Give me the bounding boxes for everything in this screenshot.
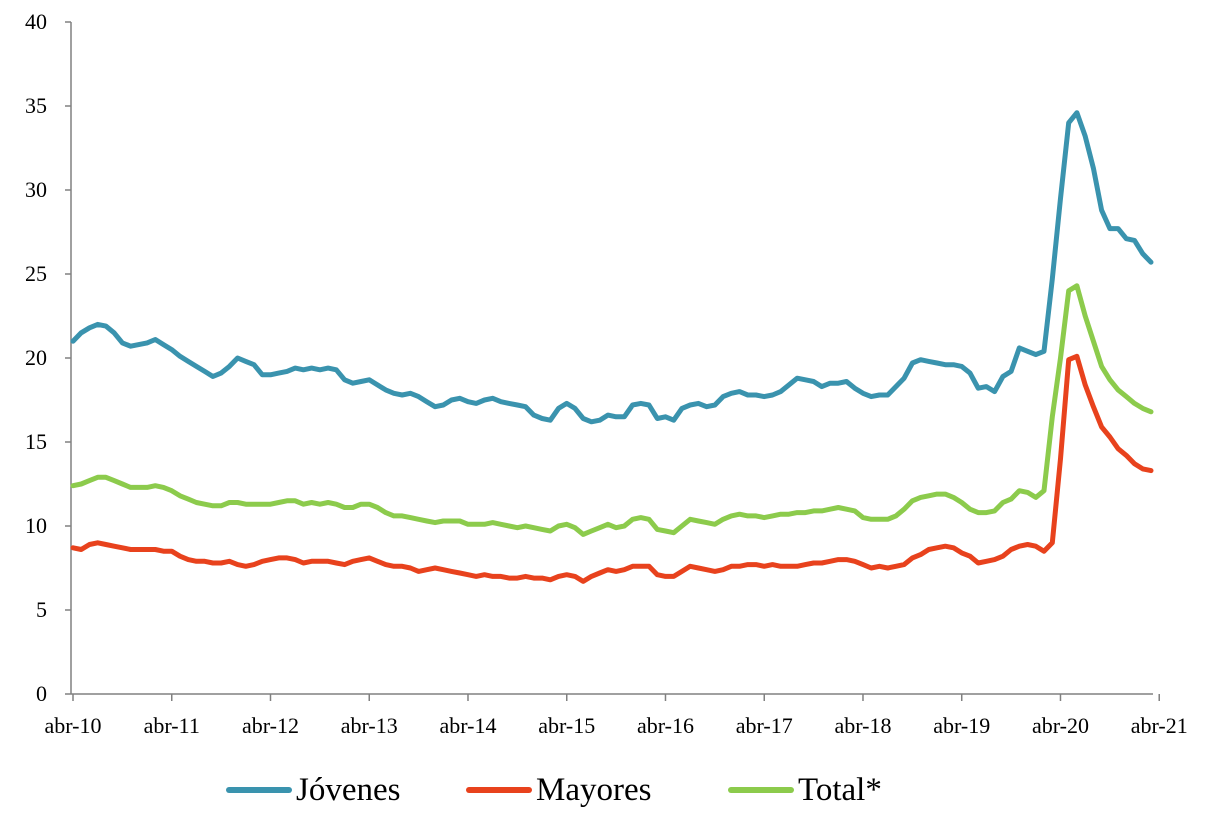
legend-swatch-jovenes [226, 787, 292, 793]
y-tick-label: 20 [25, 345, 47, 370]
series-line-2 [70, 283, 1154, 537]
x-tick-label: abr-11 [144, 713, 200, 738]
y-tick-label: 25 [25, 261, 47, 286]
series-line-0 [70, 110, 1154, 425]
x-tick-label: abr-15 [538, 713, 595, 738]
x-axis: abr-10 abr-11 abr-12 abr-13 abr-14 abr-15 abr-… [45, 693, 1188, 738]
y-tick-label: 30 [25, 177, 47, 202]
x-tick-label: abr-18 [834, 713, 891, 738]
legend-label-jovenes: Jóvenes [296, 771, 401, 808]
legend-label-total: Total* [798, 771, 882, 808]
y-tick-label: 40 [25, 9, 47, 34]
x-tick-label: abr-12 [242, 713, 299, 738]
x-tick-label: abr-10 [45, 713, 102, 738]
legend-item-mayores: Mayores [466, 770, 651, 810]
x-tick-label: abr-13 [341, 713, 398, 738]
legend-swatch-total [728, 787, 794, 793]
series-layer [70, 110, 1154, 584]
series-line-1 [70, 353, 1154, 584]
y-tick-label: 5 [36, 597, 47, 622]
x-tick-label: abr-14 [440, 713, 497, 738]
x-tick-label: abr-19 [933, 713, 990, 738]
legend: Jóvenes Mayores Total* [0, 770, 1209, 814]
legend-item-total: Total* [728, 770, 882, 810]
y-tick-label: 15 [25, 429, 47, 454]
x-tick-label: abr-16 [637, 713, 694, 738]
y-tick-label: 35 [25, 93, 47, 118]
legend-label-mayores: Mayores [536, 771, 652, 808]
x-tick-label: abr-17 [736, 713, 793, 738]
x-tick-label: abr-20 [1032, 713, 1089, 738]
y-tick-label: 0 [36, 681, 47, 706]
legend-swatch-mayores [466, 787, 532, 793]
y-tick-label: 10 [25, 513, 47, 538]
x-tick-label: abr-21 [1131, 713, 1188, 738]
legend-item-jovenes: Jóvenes [226, 770, 400, 810]
y-axis: 0 5 10 15 20 25 30 35 40 [25, 9, 72, 706]
